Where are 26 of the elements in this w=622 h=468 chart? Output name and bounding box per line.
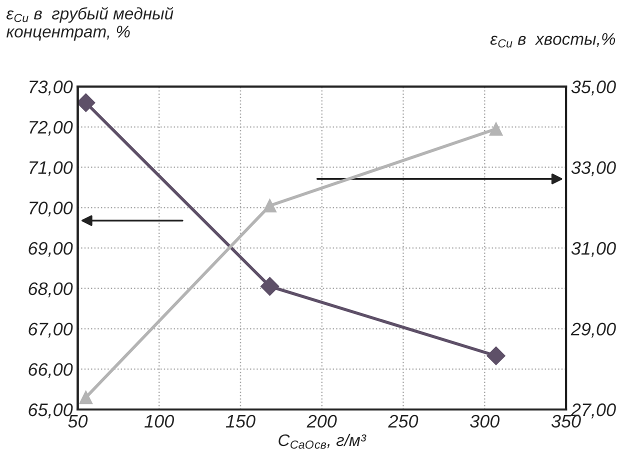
y2-axis-title: ε$_{Cu}$ в хвосты,% [490, 33, 616, 48]
point [263, 198, 277, 212]
y-tick-label: 67,00 [28, 322, 73, 338]
point [486, 346, 506, 366]
x-tick-label: 200 [306, 414, 337, 428]
y2-tick-label: 31,00 [571, 242, 616, 257]
y2-tick-label: 29,00 [570, 322, 616, 338]
y2-tick-label: 35,00 [571, 80, 616, 96]
y2-tick-label: 33,00 [571, 161, 616, 176]
y-tick-label: 68,00 [28, 282, 73, 298]
y-tick-label: 70,00 [30, 202, 73, 217]
y-axis-title: ε$_{Cu}$ в грубый медный концентрат, % [6, 7, 174, 41]
x-tick-label: 150 [226, 414, 256, 428]
point [260, 277, 280, 296]
x-axis-title: C$_{CaOсв}$, г/м³ [278, 434, 366, 449]
point [489, 122, 503, 136]
y-tick-label: 66,00 [28, 363, 73, 378]
x-tick-label: 250 [388, 414, 418, 428]
y-tick-label: 69,00 [28, 242, 73, 257]
x-tick-label: 300 [470, 414, 500, 428]
x-tick-label: 100 [144, 414, 174, 428]
y-tick-label: 72,00 [30, 120, 73, 136]
point [79, 390, 93, 404]
y-tick-label: 73,00 [30, 80, 73, 96]
point [78, 93, 96, 112]
y-tick-label: 71,00 [30, 161, 73, 176]
